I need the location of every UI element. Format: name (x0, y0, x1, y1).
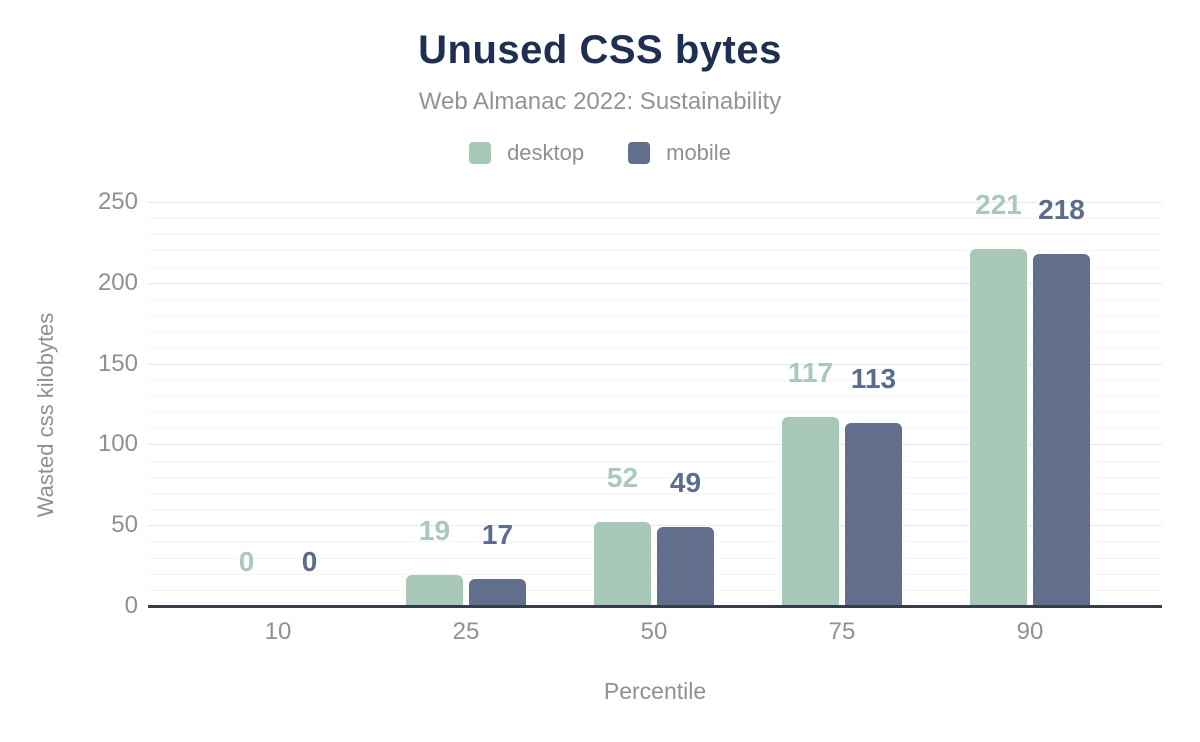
bar-mobile (657, 527, 714, 606)
gridline-minor (148, 331, 1162, 332)
gridline-minor (148, 234, 1162, 235)
y-tick-label: 250 (97, 188, 138, 215)
y-axis-title: Wasted css kilobytes (33, 312, 58, 518)
x-tick-label: 25 (452, 618, 480, 645)
bar-value-label-desktop: 19 (418, 515, 451, 546)
y-tick-label: 150 (97, 350, 138, 377)
gridline-major (148, 202, 1162, 203)
bar-value-label-mobile: 17 (481, 519, 514, 550)
bar-mobile (469, 579, 526, 606)
bar-value-label-mobile: 113 (850, 363, 897, 394)
x-axis-line (148, 605, 1162, 608)
x-tick-label: 90 (1016, 618, 1044, 645)
gridline-minor (148, 477, 1162, 478)
chart-legend: desktop mobile (0, 140, 1200, 166)
x-tick-label: 10 (264, 618, 292, 645)
x-tick-label: 50 (640, 618, 668, 645)
legend-label: mobile (666, 140, 731, 165)
bar-desktop (970, 249, 1027, 606)
bar-value-label-mobile: 0 (301, 546, 318, 577)
legend-swatch-desktop (469, 142, 492, 164)
x-axis-title: Percentile (603, 678, 707, 704)
gridline-minor (148, 267, 1162, 268)
y-tick-label: 200 (97, 269, 138, 296)
gridline-major (148, 444, 1162, 445)
gridline-minor (148, 509, 1162, 510)
gridline-minor (148, 396, 1162, 397)
gridline-minor (148, 250, 1162, 251)
gridline-major (148, 525, 1162, 526)
gridline-minor (148, 574, 1162, 575)
gridline-minor (148, 218, 1162, 219)
legend-item-desktop[interactable]: desktop (469, 140, 584, 166)
y-tick-label: 0 (124, 592, 138, 619)
legend-swatch-mobile (628, 142, 651, 164)
gridline-minor (148, 315, 1162, 316)
gridline-major (148, 364, 1162, 365)
gridline-minor (148, 461, 1162, 462)
gridline-minor (148, 493, 1162, 494)
bar-mobile (1033, 254, 1090, 606)
bar-value-label-mobile: 218 (1038, 194, 1085, 225)
y-tick-label: 50 (111, 511, 138, 538)
legend-label: desktop (507, 140, 585, 165)
bar-mobile (845, 423, 902, 606)
x-tick-label: 75 (828, 618, 856, 645)
bar-value-label-mobile: 49 (669, 467, 702, 498)
bar-desktop (594, 522, 651, 606)
gridline-minor (148, 299, 1162, 300)
gridline-minor (148, 541, 1162, 542)
gridline-minor (148, 590, 1162, 591)
bar-value-label-desktop: 221 (975, 189, 1022, 220)
bar-value-label-desktop: 0 (238, 546, 255, 577)
gridline-minor (148, 558, 1162, 559)
bar-desktop (406, 575, 463, 606)
gridline-minor (148, 412, 1162, 413)
bar-desktop (782, 417, 839, 606)
gridline-major (148, 283, 1162, 284)
legend-item-mobile[interactable]: mobile (628, 140, 731, 166)
chart-title: Unused CSS bytes (418, 28, 782, 72)
gridline-minor (148, 380, 1162, 381)
gridline-minor (148, 347, 1162, 348)
bar-value-label-desktop: 117 (787, 357, 834, 388)
y-tick-label: 100 (97, 430, 138, 457)
gridline-minor (148, 428, 1162, 429)
bar-value-label-desktop: 52 (606, 462, 639, 493)
chart-subtitle: Web Almanac 2022: Sustainability (418, 88, 782, 115)
